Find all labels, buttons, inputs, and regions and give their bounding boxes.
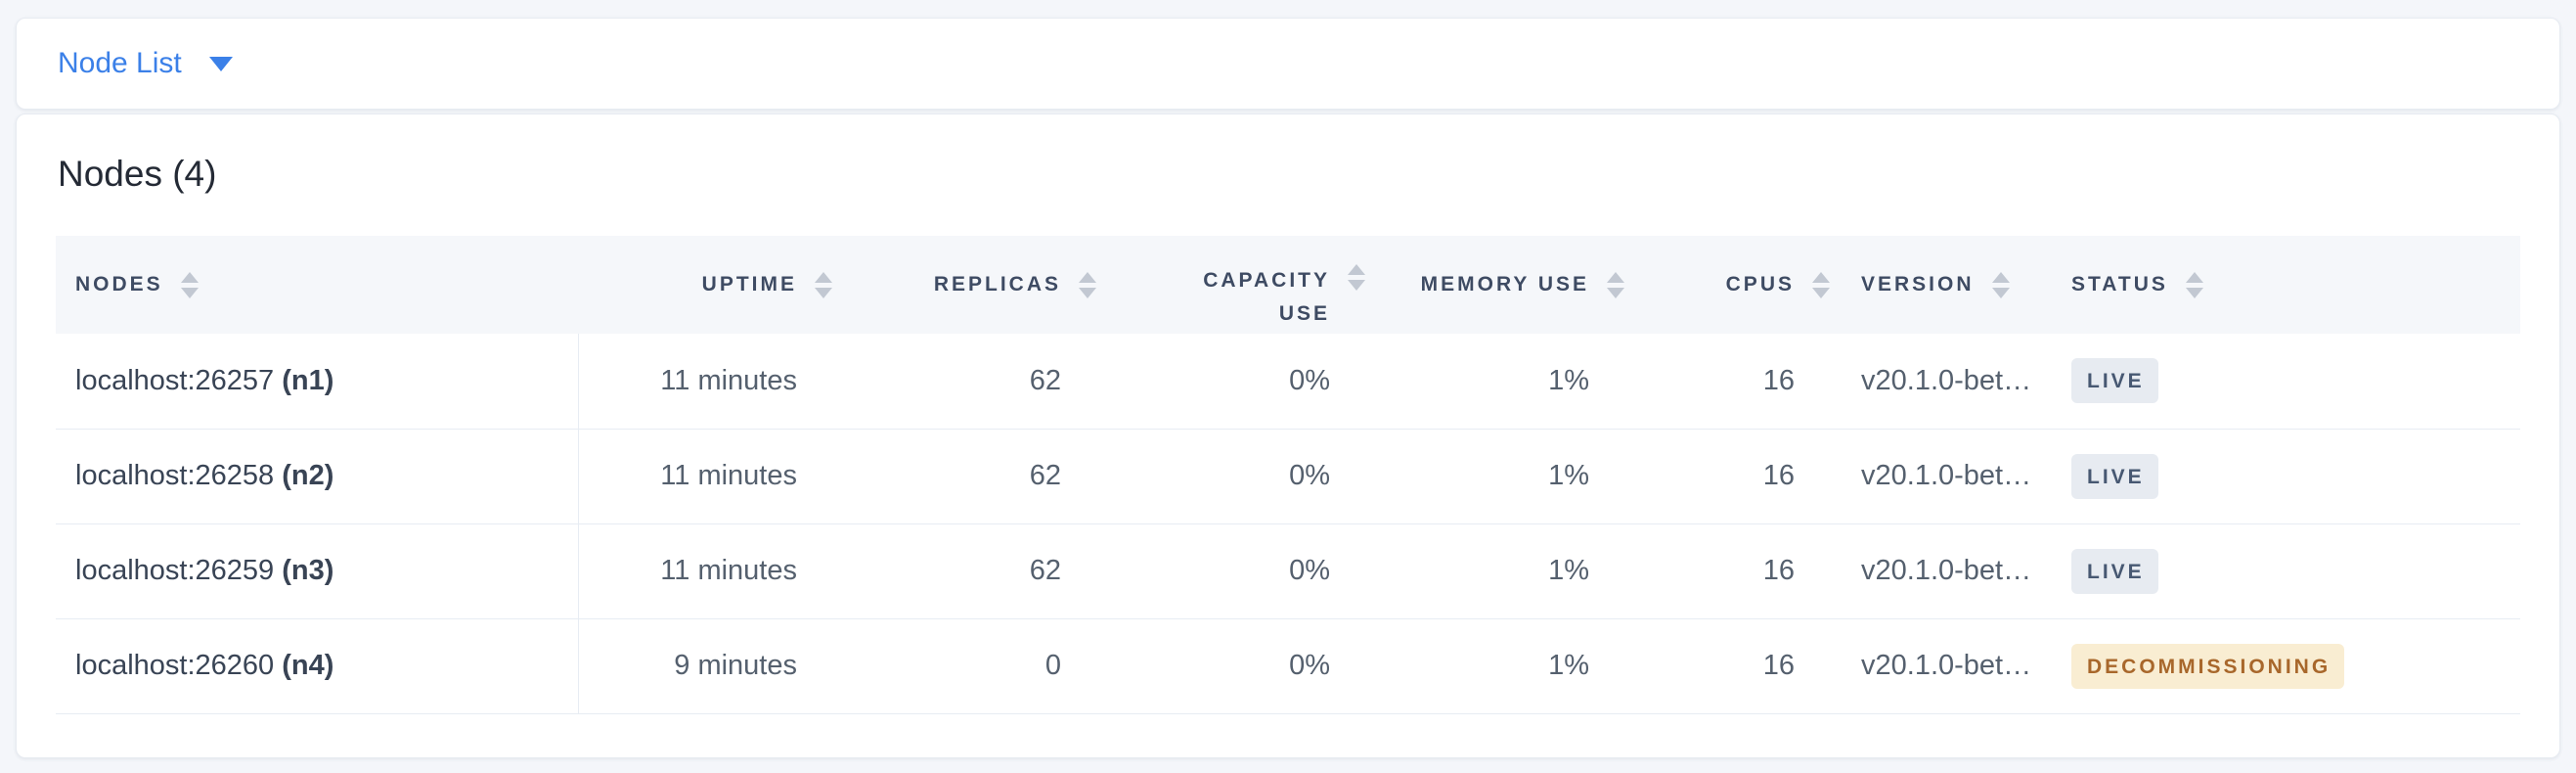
view-selector-dropdown[interactable]: Node List xyxy=(58,49,233,78)
status-cell: LIVE xyxy=(2045,429,2520,524)
column-header-replicas[interactable]: REPLICAS xyxy=(832,236,1096,334)
table-row[interactable]: localhost:26257 (n1) 11 minutes 62 0% 1%… xyxy=(56,334,2520,430)
view-selector-label: Node List xyxy=(58,47,182,79)
column-header-cpus[interactable]: CPUS xyxy=(1624,236,1830,334)
sort-arrows-icon xyxy=(1348,263,1365,291)
uptime-cell: 11 minutes xyxy=(578,429,832,524)
sort-arrows-icon xyxy=(1079,271,1096,298)
node-id: (n1) xyxy=(282,364,334,396)
column-header-nodes[interactable]: NODES xyxy=(56,236,578,334)
table-row[interactable]: localhost:26259 (n3) 11 minutes 62 0% 1%… xyxy=(56,523,2520,619)
node-address-cell: localhost:26258 (n2) xyxy=(56,429,579,524)
column-label: CPUS xyxy=(1725,273,1795,296)
column-header-uptime[interactable]: UPTIME xyxy=(578,236,832,334)
status-cell: LIVE xyxy=(2045,334,2520,430)
node-address-cell: localhost:26257 (n1) xyxy=(56,334,579,430)
node-address: localhost:26260 xyxy=(75,650,275,681)
replicas-cell: 62 xyxy=(832,429,1096,524)
capacity-use-cell: 0% xyxy=(1096,618,1365,714)
sort-arrows-icon xyxy=(180,271,199,298)
memory-use-cell: 1% xyxy=(1365,429,1624,524)
status-badge: DECOMMISSIONING xyxy=(2071,643,2345,689)
node-address: localhost:26257 xyxy=(75,364,275,396)
sort-arrows-icon xyxy=(2185,271,2203,298)
view-selector-card: Node List xyxy=(16,18,2560,110)
column-label: NODES xyxy=(75,273,163,296)
memory-use-cell: 1% xyxy=(1365,523,1624,619)
replicas-cell: 0 xyxy=(832,618,1096,714)
column-label: MEMORY USE xyxy=(1420,273,1589,296)
sort-arrows-icon xyxy=(1812,271,1830,298)
node-address-cell: localhost:26259 (n3) xyxy=(56,523,579,619)
uptime-cell: 11 minutes xyxy=(578,523,832,619)
memory-use-cell: 1% xyxy=(1365,334,1624,430)
column-label: STATUS xyxy=(2071,273,2168,296)
uptime-cell: 9 minutes xyxy=(578,618,832,714)
status-badge: LIVE xyxy=(2071,453,2158,499)
node-address-cell: localhost:26260 (n4) xyxy=(56,618,579,714)
column-header-capacity-use[interactable]: CAPACITY USE xyxy=(1096,236,1365,334)
column-label: REPLICAS xyxy=(933,273,1061,296)
node-id: (n2) xyxy=(282,460,334,491)
capacity-use-cell: 0% xyxy=(1096,429,1365,524)
capacity-use-cell: 0% xyxy=(1096,334,1365,430)
node-address: localhost:26258 xyxy=(75,460,275,491)
version-cell: v20.1.0-bet… xyxy=(1830,618,2045,714)
column-header-memory-use[interactable]: MEMORY USE xyxy=(1365,236,1624,334)
replicas-cell: 62 xyxy=(832,523,1096,619)
nodes-card: Nodes (4) NODES xyxy=(16,114,2560,758)
status-badge: LIVE xyxy=(2071,358,2158,404)
table-row[interactable]: localhost:26260 (n4) 9 minutes 0 0% 1% 1… xyxy=(56,618,2520,714)
cpus-cell: 16 xyxy=(1624,618,1830,714)
status-badge: LIVE xyxy=(2071,548,2158,594)
cpus-cell: 16 xyxy=(1624,523,1830,619)
memory-use-cell: 1% xyxy=(1365,618,1624,714)
column-label: VERSION xyxy=(1861,273,1975,296)
cpus-cell: 16 xyxy=(1624,429,1830,524)
column-header-version[interactable]: VERSION xyxy=(1830,236,2045,334)
version-cell: v20.1.0-bet… xyxy=(1830,429,2045,524)
cpus-cell: 16 xyxy=(1624,334,1830,430)
page-title: Nodes (4) xyxy=(58,154,217,194)
node-address: localhost:26259 xyxy=(75,555,275,586)
sort-arrows-icon xyxy=(1991,271,2010,298)
nodes-table: NODES UPTIME REPLICAS xyxy=(56,236,2520,714)
replicas-cell: 62 xyxy=(832,334,1096,430)
sort-arrows-icon xyxy=(1607,271,1624,298)
sort-arrows-icon xyxy=(815,271,832,298)
status-cell: DECOMMISSIONING xyxy=(2045,618,2520,714)
column-label: CAPACITY USE xyxy=(1203,268,1330,325)
table-header-row: NODES UPTIME REPLICAS xyxy=(56,236,2520,334)
uptime-cell: 11 minutes xyxy=(578,334,832,430)
capacity-use-cell: 0% xyxy=(1096,523,1365,619)
column-header-status[interactable]: STATUS xyxy=(2045,236,2520,334)
node-id: (n4) xyxy=(282,650,334,681)
caret-down-icon xyxy=(208,56,233,71)
column-label: UPTIME xyxy=(701,273,797,296)
node-id: (n3) xyxy=(282,555,334,586)
version-cell: v20.1.0-bet… xyxy=(1830,523,2045,619)
table-row[interactable]: localhost:26258 (n2) 11 minutes 62 0% 1%… xyxy=(56,429,2520,524)
status-cell: LIVE xyxy=(2045,523,2520,619)
version-cell: v20.1.0-bet… xyxy=(1830,334,2045,430)
